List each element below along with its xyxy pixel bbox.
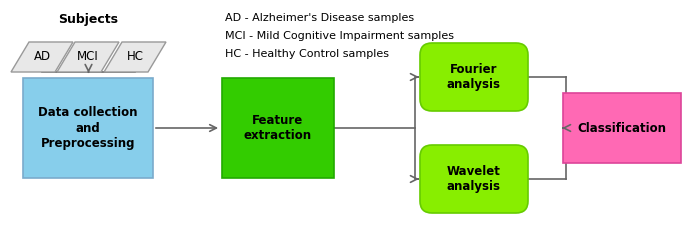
FancyBboxPatch shape: [420, 145, 528, 213]
Polygon shape: [57, 42, 119, 72]
Text: Feature
extraction: Feature extraction: [244, 114, 312, 142]
Text: Fourier
analysis: Fourier analysis: [447, 63, 501, 91]
FancyBboxPatch shape: [563, 93, 681, 163]
Text: HC - Healthy Control samples: HC - Healthy Control samples: [225, 49, 389, 59]
Text: AD - Alzheimer's Disease samples: AD - Alzheimer's Disease samples: [225, 13, 414, 23]
Text: AD: AD: [34, 50, 51, 63]
Text: MCI: MCI: [77, 50, 99, 63]
Polygon shape: [11, 42, 73, 72]
Text: Classification: Classification: [577, 122, 667, 135]
Text: MCI - Mild Cognitive Impairment samples: MCI - Mild Cognitive Impairment samples: [225, 31, 454, 41]
Text: Wavelet
analysis: Wavelet analysis: [447, 165, 501, 193]
Text: HC: HC: [127, 50, 143, 63]
FancyBboxPatch shape: [23, 78, 153, 178]
Polygon shape: [104, 42, 166, 72]
FancyBboxPatch shape: [222, 78, 334, 178]
Text: Data collection
and
Preprocessing: Data collection and Preprocessing: [38, 106, 138, 149]
Text: Subjects: Subjects: [58, 14, 119, 27]
FancyBboxPatch shape: [420, 43, 528, 111]
